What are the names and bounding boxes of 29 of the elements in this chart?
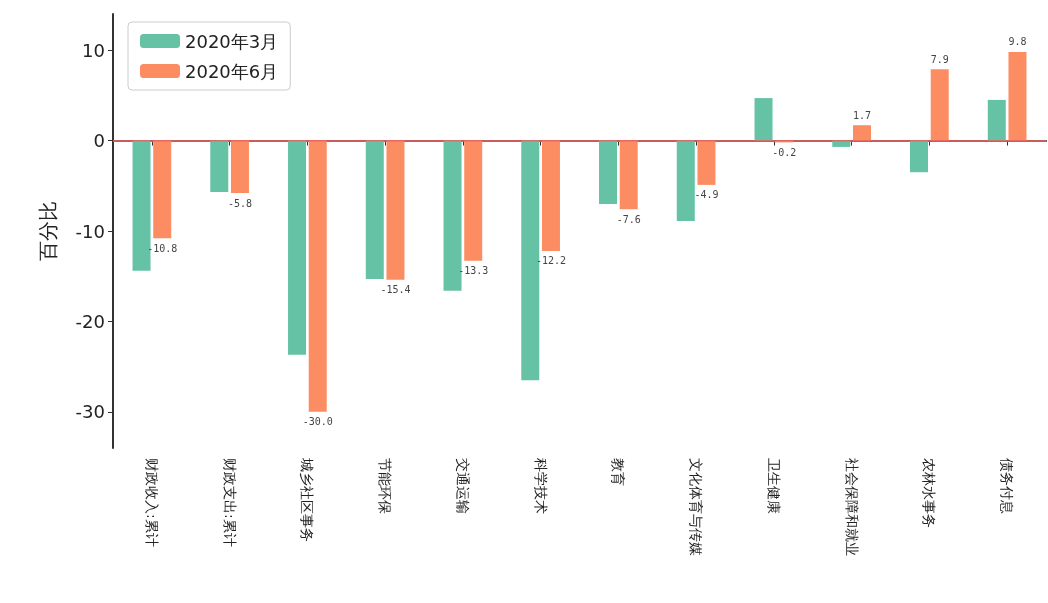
y-tick-label: 0 [93, 130, 105, 152]
y-tick-label: -20 [75, 310, 105, 332]
y-tick-label: -30 [75, 401, 105, 423]
y-tick-label: -10 [75, 220, 105, 242]
data-label: -7.6 [616, 213, 641, 225]
legend-label: 2020年6月 [185, 60, 279, 82]
data-label: -15.4 [380, 284, 411, 296]
data-label: -5.8 [227, 197, 253, 209]
x-tick-label: 交通运输 [454, 458, 471, 514]
x-tick-label: 科学技术 [532, 458, 549, 514]
x-tick-label: 债务付息 [999, 458, 1016, 514]
x-tick-label: 节能环保 [377, 458, 394, 514]
x-tick-label: 财政收入:累计 [143, 458, 160, 547]
legend-label: 2020年3月 [185, 30, 279, 52]
data-label: -0.2 [772, 146, 797, 158]
y-axis-title: 百分比 [36, 201, 60, 261]
x-tick-label: 城乡社区事务 [299, 457, 316, 542]
x-tick-label: 农林水事务 [921, 458, 938, 528]
x-tick-label: 社会保障和就业 [843, 458, 860, 556]
data-label: -30.0 [302, 416, 333, 428]
y-tick-label: 10 [82, 39, 105, 61]
x-tick-label: 卫生健康 [765, 458, 782, 514]
data-label: -4.9 [694, 189, 719, 201]
data-label: 7.9 [930, 53, 949, 65]
data-label: 1.7 [852, 109, 872, 121]
x-tick-label: 教育 [610, 458, 627, 486]
x-tick-label: 财政支出:累计 [221, 458, 238, 547]
data-label: 9.8 [1008, 36, 1027, 48]
x-tick-label: 文化体育与传媒 [688, 458, 705, 556]
